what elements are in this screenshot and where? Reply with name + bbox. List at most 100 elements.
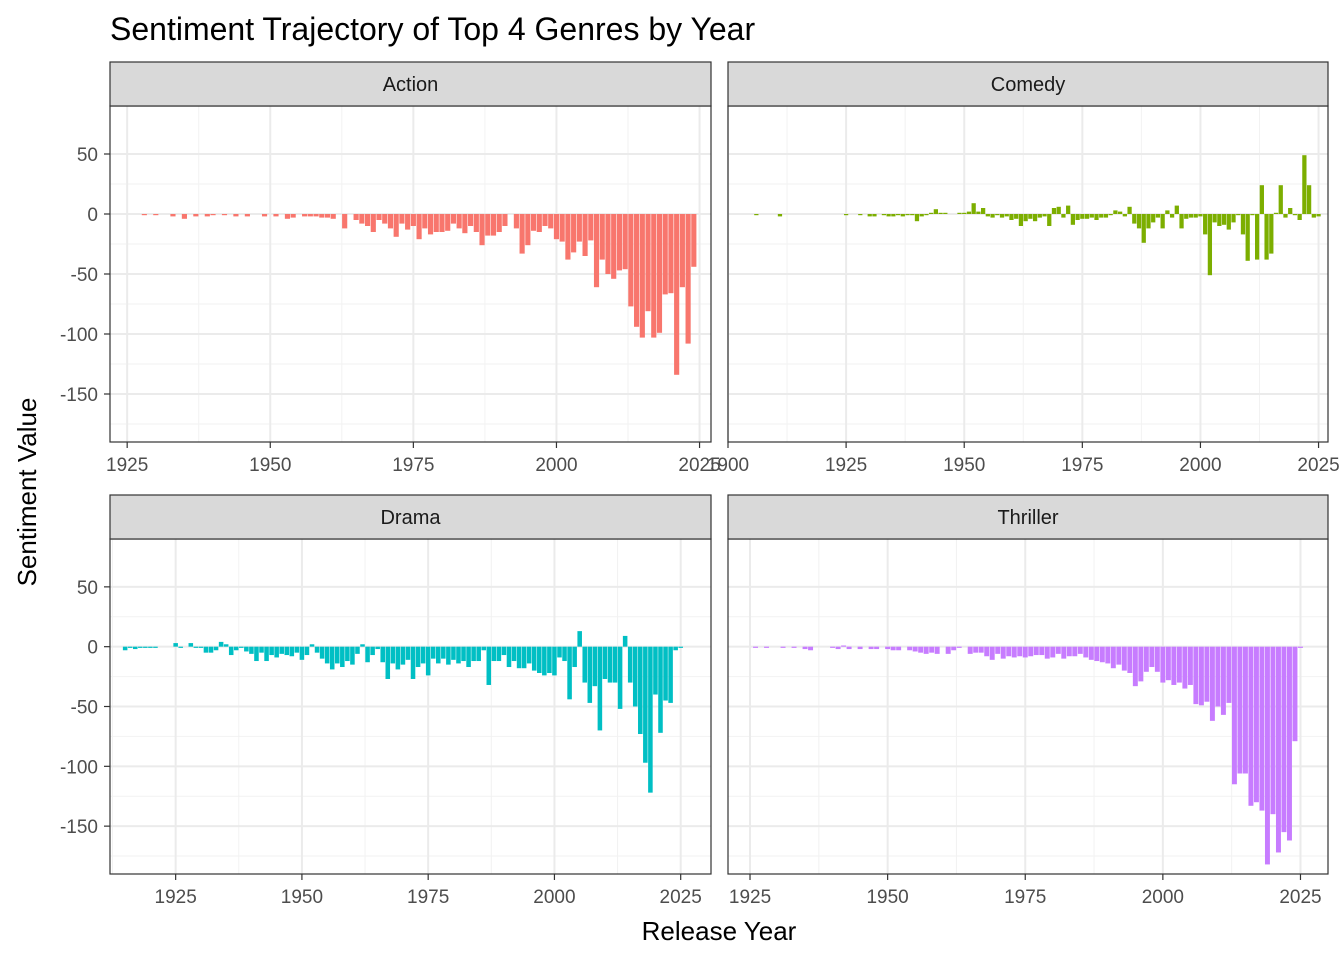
bar-2015 <box>1269 214 1274 254</box>
bar-2011 <box>616 214 622 271</box>
bar-1996 <box>530 214 537 231</box>
bar-1970 <box>400 646 406 665</box>
bar-1978 <box>1039 646 1045 656</box>
bar-1973 <box>1070 214 1076 225</box>
bar-1945 <box>857 646 863 650</box>
bar-1996 <box>1138 646 1144 682</box>
bar-1988 <box>491 646 497 662</box>
bar-2016 <box>1248 646 1254 806</box>
bar-1979 <box>1044 646 1050 659</box>
x-tick-label: 1925 <box>825 455 867 476</box>
bar-1931 <box>780 646 786 648</box>
bar-1934 <box>218 641 224 647</box>
bar-1925 <box>173 643 178 647</box>
bar-1937 <box>233 646 239 651</box>
bar-2005 <box>1221 214 1227 225</box>
bar-1966 <box>1037 214 1042 218</box>
y-tick-label: 0 <box>87 205 98 226</box>
bar-1951 <box>273 214 279 217</box>
bar-2005 <box>582 214 588 256</box>
bar-1949 <box>261 214 268 217</box>
bar-2011 <box>607 646 613 683</box>
bar-1974 <box>1017 646 1023 657</box>
bar-2016 <box>645 214 651 312</box>
bar-1987 <box>479 214 485 246</box>
bar-2007 <box>593 214 600 288</box>
bar-1970 <box>382 214 388 224</box>
bar-1993 <box>513 214 519 229</box>
bar-2009 <box>1240 214 1246 235</box>
bar-1942 <box>259 646 264 653</box>
bar-2006 <box>1193 646 1199 705</box>
bar-1988 <box>1141 214 1146 243</box>
bar-2021 <box>1275 646 1281 853</box>
bar-1970 <box>995 646 1001 654</box>
bar-1940 <box>210 214 216 216</box>
bar-1967 <box>364 214 371 226</box>
bar-2000 <box>552 646 557 676</box>
bar-1911 <box>777 214 783 217</box>
bar-1958 <box>999 214 1005 218</box>
bar-1979 <box>1099 214 1104 218</box>
bar-1996 <box>1179 214 1184 229</box>
bar-1944 <box>269 646 274 656</box>
bar-1930 <box>867 214 872 217</box>
x-tick-label: 2025 <box>1279 887 1321 908</box>
bar-1930 <box>198 646 204 648</box>
bar-1928 <box>764 646 770 648</box>
bar-1951 <box>304 646 310 656</box>
bar-1930 <box>153 214 159 216</box>
bar-2012 <box>622 214 628 270</box>
bar-1960 <box>1009 214 1014 220</box>
bar-1965 <box>967 646 973 654</box>
bar-1933 <box>881 214 887 216</box>
bar-1941 <box>835 646 841 650</box>
facet-strip <box>727 61 1329 107</box>
bar-1977 <box>422 214 428 229</box>
bar-1982 <box>450 214 457 224</box>
bar-1991 <box>1155 214 1161 218</box>
bar-1959 <box>934 646 940 654</box>
bar-1989 <box>1146 214 1151 229</box>
bar-2022 <box>679 214 685 288</box>
bar-2005 <box>577 631 582 647</box>
bar-2008 <box>1236 214 1241 216</box>
bar-2022 <box>1281 646 1287 833</box>
bar-1956 <box>990 214 995 218</box>
bar-1948 <box>289 646 295 657</box>
bar-2003 <box>1212 214 1217 223</box>
bar-2025 <box>678 646 683 648</box>
bar-2021 <box>1297 214 1302 220</box>
bar-1957 <box>307 214 313 217</box>
x-tick-label: 2000 <box>535 455 577 476</box>
bar-1990 <box>1105 646 1111 664</box>
bar-2025 <box>1316 214 1321 217</box>
bar-1957 <box>334 646 340 664</box>
x-axis-title: Release Year <box>642 916 797 946</box>
bar-2012 <box>1255 214 1260 260</box>
bar-1942 <box>841 645 847 647</box>
bar-1970 <box>1056 206 1061 214</box>
bar-2017 <box>638 646 643 735</box>
bar-1961 <box>330 214 336 219</box>
bar-2004 <box>1182 646 1188 689</box>
bar-1969 <box>376 214 382 220</box>
bar-2008 <box>1204 646 1210 702</box>
bar-2006 <box>588 214 594 241</box>
bar-1973 <box>415 646 421 668</box>
y-axis-title: Sentiment Value <box>12 398 42 587</box>
bar-1950 <box>885 646 891 650</box>
bar-1995 <box>1174 205 1179 214</box>
bar-1991 <box>1110 646 1116 669</box>
facet-label: Action <box>383 74 439 96</box>
bar-1972 <box>410 646 416 679</box>
bar-1986 <box>473 214 479 232</box>
bar-1946 <box>244 214 250 217</box>
bar-1944 <box>933 209 938 214</box>
bar-1937 <box>900 214 905 217</box>
bar-1988 <box>485 214 491 236</box>
bar-1996 <box>531 646 537 671</box>
bar-1920 <box>148 646 153 648</box>
bar-2020 <box>1270 646 1276 815</box>
y-tick-label: -100 <box>60 757 98 778</box>
